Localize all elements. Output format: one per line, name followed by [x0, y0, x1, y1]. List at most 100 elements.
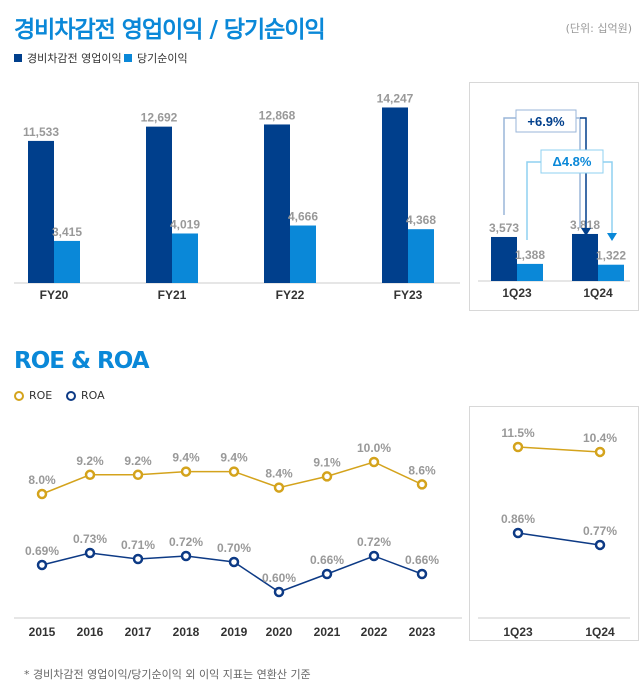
series-line [517, 532, 601, 546]
data-label: 0.60% [262, 571, 296, 585]
data-label: 8.6% [408, 463, 436, 477]
data-label: 4,666 [288, 210, 318, 224]
bar [598, 264, 624, 281]
data-label: 11.5% [501, 426, 535, 440]
bar [491, 236, 517, 281]
tick-label: FY23 [394, 288, 423, 302]
data-label: 9.1% [313, 455, 341, 469]
data-point [273, 482, 285, 493]
legend-label: 경비차감전 영업이익 [27, 52, 122, 65]
data-label: 10.4% [583, 431, 617, 445]
annotation: +6.9% [527, 114, 565, 129]
tick-label: 2017 [125, 625, 152, 639]
data-label: 9.2% [76, 454, 104, 468]
quarter-box [469, 406, 639, 641]
bar [290, 225, 316, 283]
legend-op: 경비차감전 영업이익 [14, 50, 122, 66]
data-label: 10.0% [357, 441, 391, 455]
data-label: 9.4% [172, 451, 200, 465]
tick-label: FY21 [158, 288, 187, 302]
data-label: 0.66% [405, 553, 439, 567]
bar [382, 107, 408, 283]
tick-label: 2020 [266, 625, 293, 639]
annotation-box [540, 149, 604, 174]
bar [408, 229, 434, 283]
section2-title: ROE & ROA [14, 348, 149, 374]
data-point [512, 527, 524, 539]
arrow-icon [607, 233, 617, 241]
data-point [180, 466, 192, 477]
data-label: 11,533 [23, 125, 59, 139]
data-label: 8.0% [28, 473, 56, 487]
data-label: 0.69% [25, 544, 59, 558]
legend-label: 당기순이익 [137, 52, 188, 65]
bar [264, 124, 290, 283]
tick-label: 2015 [29, 625, 56, 639]
data-point [594, 446, 606, 458]
section1-title: 경비차감전 영업이익 / 당기순이익 [14, 17, 326, 43]
data-point [132, 469, 144, 481]
data-label: 0.77% [583, 524, 617, 538]
data-label: 4,368 [406, 213, 436, 227]
bar [172, 233, 198, 283]
data-label: 9.2% [124, 454, 152, 468]
tick-label: 2022 [361, 625, 388, 639]
data-label: 9.4% [220, 451, 248, 465]
data-point [36, 488, 48, 500]
data-point [594, 539, 606, 551]
tick-label: 1Q23 [503, 625, 533, 639]
data-label: 3,818 [570, 218, 600, 232]
tick-label: 2018 [173, 625, 200, 639]
data-point [416, 568, 428, 580]
tick-label: 2021 [314, 625, 341, 639]
data-point [368, 550, 380, 562]
tick-label: 1Q23 [502, 286, 532, 300]
data-point [228, 466, 240, 477]
data-label: 8.4% [265, 467, 293, 481]
data-point [132, 553, 144, 565]
data-point [84, 469, 96, 481]
data-point [512, 441, 524, 453]
legend-marker [66, 390, 76, 401]
data-label: 14,247 [377, 91, 414, 105]
data-point [416, 479, 428, 490]
quarter-box [469, 82, 639, 311]
data-label: 0.72% [169, 535, 203, 549]
tick-label: FY20 [40, 288, 69, 302]
legend-net: 당기순이익 [124, 50, 188, 66]
data-label: 12,692 [141, 111, 178, 125]
data-point [36, 559, 48, 571]
unit-label: (단위: 십억원) [565, 22, 632, 35]
legend-label: ROE [29, 389, 53, 402]
legend-roe: ROE [14, 389, 52, 402]
bar [54, 240, 80, 283]
legend-label: ROA [81, 389, 105, 402]
data-label: 0.71% [121, 538, 155, 552]
data-label: 1,388 [515, 248, 545, 262]
data-label: 0.70% [217, 541, 251, 555]
data-label: 0.86% [501, 512, 535, 526]
data-label: 12,868 [259, 108, 296, 122]
data-label: 0.66% [310, 553, 344, 567]
data-point [228, 556, 240, 568]
data-point [180, 550, 192, 562]
data-label: 3,415 [52, 225, 82, 239]
annotation: Δ4.8% [553, 154, 592, 169]
series-line [517, 446, 601, 453]
annotation-box [515, 109, 577, 133]
tick-label: 1Q24 [585, 625, 615, 639]
data-point [321, 568, 333, 580]
bar [517, 263, 543, 281]
arrow-icon [581, 228, 591, 236]
tick-label: 2019 [221, 625, 248, 639]
tick-label: FY22 [276, 288, 305, 302]
data-label: 1,322 [596, 249, 626, 263]
tick-label: 1Q24 [583, 286, 613, 300]
tick-label: 2016 [77, 625, 104, 639]
data-label: 0.72% [357, 535, 391, 549]
data-point [368, 456, 380, 468]
connector [580, 117, 587, 228]
bar [28, 140, 54, 283]
